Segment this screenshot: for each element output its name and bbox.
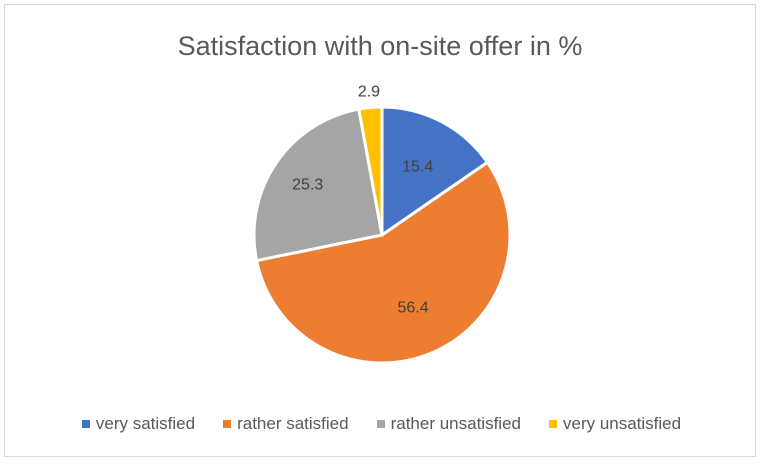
data-label-very-unsatisfied: 2.9 (358, 84, 380, 101)
legend: very satisfied rather satisfied rather u… (0, 414, 763, 434)
legend-label-rather-satisfied: rather satisfied (237, 414, 349, 433)
pie-slice-very-satisfied (380, 105, 489, 237)
pie-slice-very-unsatisfied (357, 105, 384, 237)
legend-label-rather-unsatisfied: rather unsatisfied (390, 414, 521, 433)
legend-item-very-unsatisfied: very unsatisfied (548, 414, 682, 434)
data-label-very-satisfied: 15.4 (402, 159, 433, 176)
legend-swatch-very-unsatisfied (548, 420, 557, 428)
data-label-rather-unsatisfied: 25.3 (292, 176, 323, 193)
legend-swatch-rather-satisfied (223, 420, 232, 428)
data-label-rather-satisfied: 56.4 (397, 300, 428, 317)
pie-slice-rather-satisfied (255, 160, 512, 365)
legend-label-very-satisfied: very satisfied (95, 414, 196, 433)
legend-swatch-rather-unsatisfied (376, 420, 385, 428)
pie-slice-rather-unsatisfied (252, 107, 384, 263)
legend-swatch-very-satisfied (81, 420, 90, 428)
legend-item-rather-unsatisfied: rather unsatisfied (376, 414, 521, 434)
pie-slices (252, 105, 512, 365)
pie-data-labels: 15.4 56.4 25.3 2.9 (292, 84, 433, 317)
chart-title: Satisfaction with on-site offer in % (177, 31, 583, 61)
legend-item-rather-satisfied: rather satisfied (223, 414, 349, 434)
legend-item-very-satisfied: very satisfied (81, 414, 196, 434)
legend-label-very-unsatisfied: very unsatisfied (562, 414, 682, 433)
